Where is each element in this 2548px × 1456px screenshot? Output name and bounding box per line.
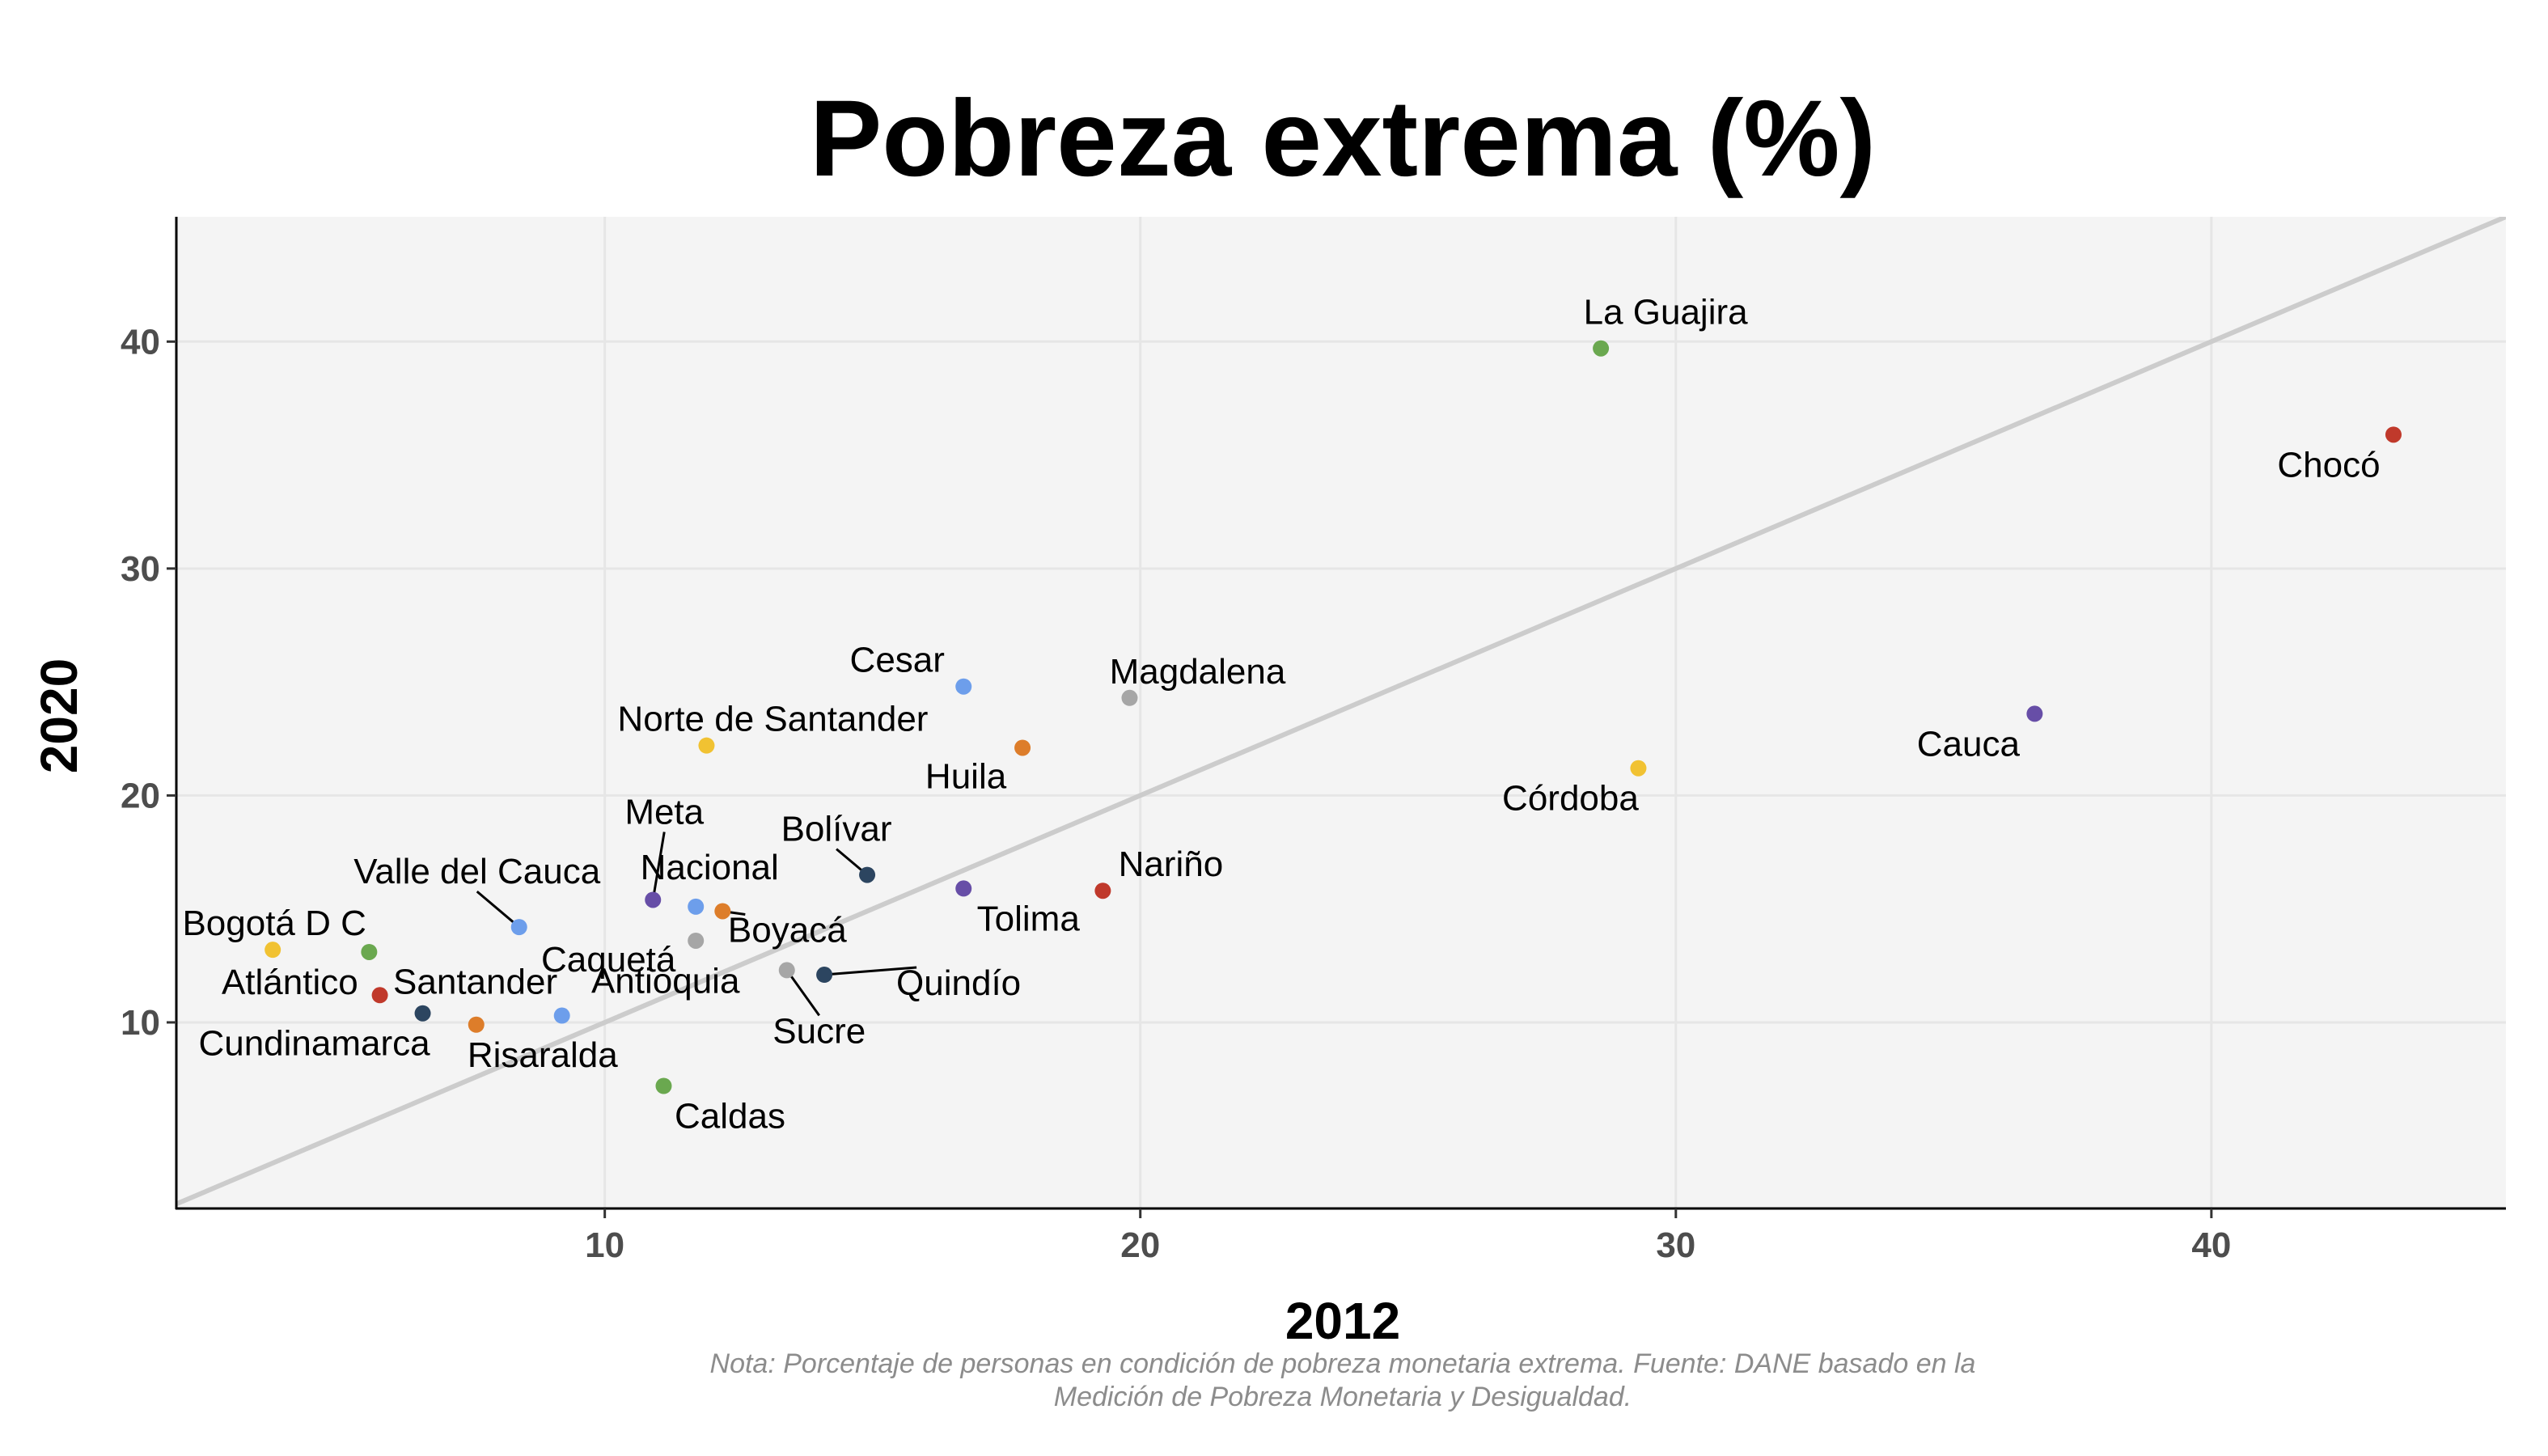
data-point — [955, 880, 972, 897]
y-tick-label: 30 — [121, 549, 160, 589]
x-tick-label: 30 — [1656, 1225, 1695, 1265]
data-point — [778, 962, 795, 979]
data-point-label: Santander — [393, 962, 557, 1001]
data-point-label: Risaralda — [468, 1035, 618, 1075]
data-point — [2026, 705, 2043, 722]
data-point — [714, 903, 731, 920]
label-leader-line — [823, 966, 917, 976]
data-point-label: Tolima — [977, 899, 1081, 938]
x-tick-label: 20 — [1120, 1225, 1160, 1265]
x-tick-label: 10 — [585, 1225, 624, 1265]
data-point — [553, 1007, 570, 1024]
footnote-line-2: Medición de Pobreza Monetaria y Desigual… — [1054, 1382, 1632, 1412]
data-point-label: Cundinamarca — [198, 1024, 430, 1064]
data-point-label: Chocó — [2277, 445, 2380, 485]
data-point — [859, 866, 876, 883]
data-point-label: Cauca — [1917, 724, 2021, 764]
label-leader-line — [476, 890, 520, 929]
y-tick-label: 20 — [121, 776, 160, 815]
data-point — [371, 987, 388, 1004]
data-point-label: Sucre — [772, 1011, 866, 1051]
y-tick-label: 40 — [121, 322, 160, 362]
y-tick-label: 10 — [121, 1003, 160, 1043]
data-point-label: Nariño — [1119, 844, 1224, 884]
x-tick-label: 40 — [2191, 1225, 2231, 1265]
data-point-label: Antioquia — [591, 962, 740, 1001]
label-leader-line — [785, 969, 820, 1017]
data-point — [816, 967, 833, 984]
data-point — [688, 898, 705, 915]
data-point — [361, 943, 378, 960]
data-point-label: Norte de Santander — [617, 700, 928, 739]
data-point-label: Boyacá — [728, 910, 847, 950]
label-leader-line — [651, 832, 666, 900]
data-point-label: Quindío — [896, 963, 1021, 1003]
data-point — [655, 1077, 672, 1094]
data-point — [698, 737, 715, 754]
data-point — [2385, 426, 2402, 443]
x-axis-title: 2012 — [1285, 1292, 1400, 1350]
data-point-label: Caquetá — [541, 940, 676, 980]
data-point — [468, 1016, 485, 1033]
data-point — [1014, 739, 1031, 756]
data-point-label: Bogotá D C — [182, 904, 366, 943]
data-point — [414, 1005, 431, 1022]
data-point-label: Córdoba — [1502, 779, 1639, 819]
chart-title: Pobreza extrema (%) — [810, 78, 1876, 199]
data-point-label: Meta — [624, 792, 704, 832]
data-point-label: Caldas — [675, 1097, 785, 1136]
data-point — [645, 891, 662, 908]
data-point — [1121, 689, 1138, 706]
plot-area: 10 20 30 40 10 20 30 40 La Guajira Chocó Cauca Córd… — [121, 217, 2506, 1265]
data-point — [1094, 882, 1111, 899]
data-point-label: La Guajira — [1584, 293, 1749, 332]
data-point — [510, 919, 527, 936]
data-point — [265, 942, 281, 959]
data-point-label: Atlántico — [222, 963, 358, 1002]
data-point-label: Bolívar — [781, 810, 892, 849]
data-point-label: Cesar — [850, 641, 945, 680]
data-point-label: Nacional — [641, 848, 779, 887]
footnote-line-1: Nota: Porcentaje de personas en condició… — [710, 1348, 1976, 1379]
data-point-label: Magdalena — [1110, 652, 1286, 692]
data-point — [1630, 760, 1647, 777]
y-axis-title: 2020 — [30, 658, 88, 773]
reference-line-y-equals-x — [176, 217, 2506, 1207]
data-point-label: Huila — [925, 756, 1007, 796]
data-point-label: Valle del Cauca — [353, 852, 600, 891]
data-point — [688, 932, 705, 949]
data-point — [1593, 340, 1610, 357]
data-point — [955, 678, 972, 695]
